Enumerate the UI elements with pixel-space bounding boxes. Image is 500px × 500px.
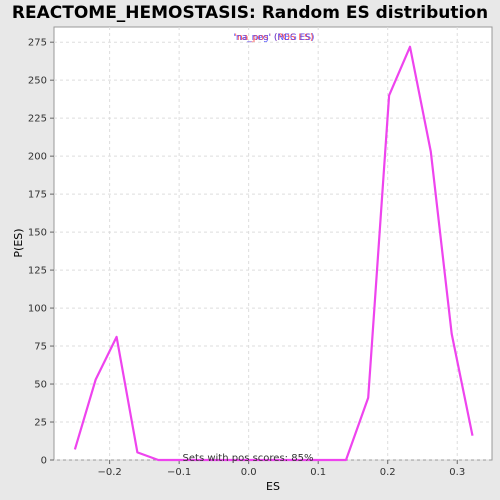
y-tick-label: 225 <box>28 114 47 125</box>
y-tick-label: 175 <box>28 190 47 201</box>
y-tick-label: 100 <box>28 304 47 315</box>
x-tick-label: 0.3 <box>449 467 465 478</box>
y-axis: 0 25 50 75 100 125 150 175 200 225 250 275 <box>28 38 54 467</box>
legend-entry-pos: 'na_pos' (POS ES) <box>235 33 314 43</box>
legend: 'na_pos' (POS ES) 'na_neg' (NEG ES) <box>233 33 314 43</box>
x-tick-label: 0.2 <box>380 467 396 478</box>
x-tick-label: 0.0 <box>241 467 257 478</box>
y-tick-label: 250 <box>28 76 47 87</box>
grid <box>54 27 492 461</box>
x-tick-label: 0.1 <box>310 467 326 478</box>
legend-entry-neg: 'na_neg' (NEG ES) <box>233 33 314 43</box>
y-tick-label: 0 <box>41 456 47 467</box>
y-axis-label: P(ES) <box>12 228 25 257</box>
pos-score-annotation: Sets with pos scores: 85% <box>183 453 314 464</box>
series-group <box>73 45 474 462</box>
x-axis-label: ES <box>266 480 280 493</box>
y-tick-label: 125 <box>28 266 47 277</box>
y-tick-label: 200 <box>28 152 47 163</box>
y-tick-label: 25 <box>34 418 47 429</box>
x-tick-label: −0.2 <box>97 467 121 478</box>
x-tick-label: −0.1 <box>167 467 191 478</box>
y-tick-label: 75 <box>34 342 47 353</box>
plot-area <box>53 26 493 461</box>
y-tick-label: 275 <box>28 38 47 49</box>
series-line <box>73 45 474 462</box>
y-tick-label: 150 <box>28 228 47 239</box>
chart-title: REACTOME_HEMOSTASIS: Random ES distribut… <box>12 3 488 23</box>
y-tick-label: 50 <box>34 380 47 391</box>
